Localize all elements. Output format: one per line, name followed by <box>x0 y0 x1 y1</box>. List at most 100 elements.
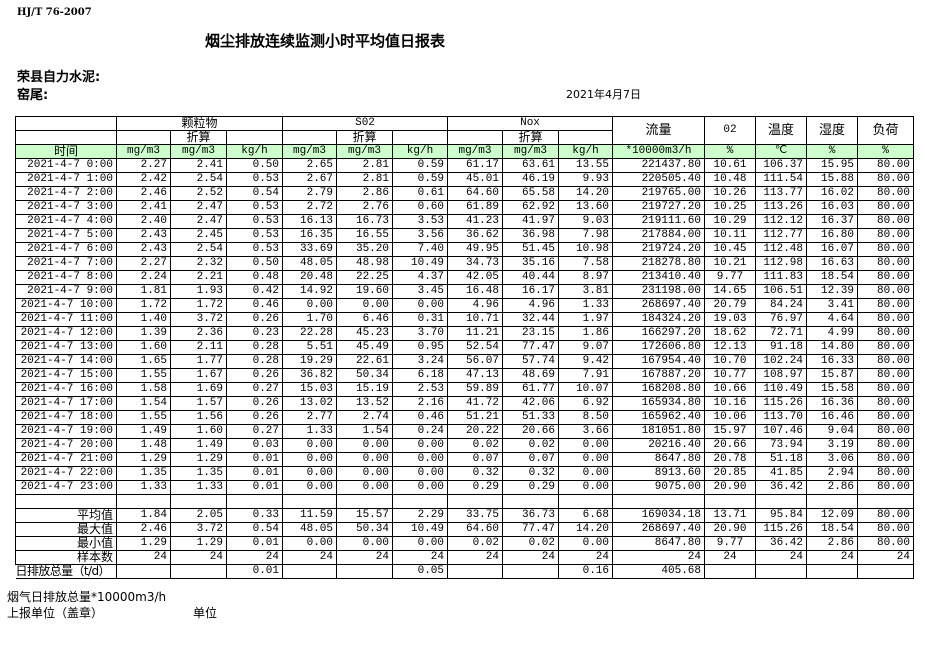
table-cell: 16.07 <box>806 242 858 257</box>
table-cell: 95.84 <box>755 508 807 523</box>
header-empty <box>116 130 171 145</box>
table-cell: 20.79 <box>704 298 756 313</box>
table-cell: 80.00 <box>857 438 914 453</box>
table-cell: 57.74 <box>502 354 559 369</box>
table-cell: 0.48 <box>226 270 283 285</box>
table-cell: 10.45 <box>704 242 756 257</box>
table-cell: 20.78 <box>704 452 756 467</box>
table-cell: 1.39 <box>116 326 171 341</box>
table-cell: 221437.80 <box>612 158 705 173</box>
table-cell: 1.33 <box>170 480 227 495</box>
table-cell: 1.58 <box>116 382 171 397</box>
table-cell: 268697.40 <box>612 522 705 537</box>
table-body: 2021-4-7 0:00 2.27 2.41 0.50 2.65 2.81 0.59 61.… <box>15 158 914 579</box>
table-cell: 10.16 <box>704 396 756 411</box>
particulate-converted: 折算 <box>170 130 227 145</box>
table-cell: 0.53 <box>226 172 283 187</box>
table-cell: 115.26 <box>755 522 807 537</box>
reporting-line: 上报单位（盖章） 单位 <box>7 605 925 621</box>
table-cell: 24 <box>336 550 393 565</box>
table-cell: 0.29 <box>502 480 559 495</box>
table-cell: 165934.80 <box>612 396 705 411</box>
table-cell: 0.27 <box>226 382 283 397</box>
table-cell: 80.00 <box>857 410 914 425</box>
table-cell: 2.16 <box>392 396 448 411</box>
table-cell: 4.96 <box>447 298 503 313</box>
table-cell <box>704 494 756 509</box>
table-cell: 184324.20 <box>612 312 705 327</box>
table-cell: 110.49 <box>755 382 807 397</box>
table-cell: 0.00 <box>282 480 337 495</box>
unit-cell: mg/m3 <box>336 144 393 159</box>
table-cell: 10.06 <box>704 410 756 425</box>
table-row: 2021-4-7 13:00 1.60 2.11 0.28 5.51 45.49 0.95 5… <box>15 340 914 355</box>
row-label: 2021-4-7 6:00 <box>15 242 117 257</box>
table-cell: 4.37 <box>392 270 448 285</box>
table-cell: 0.05 <box>392 564 448 579</box>
table-cell: 107.46 <box>755 424 807 439</box>
table-cell: 0.01 <box>226 466 283 481</box>
table-cell: 1.70 <box>282 312 337 327</box>
table-cell: 2.46 <box>116 522 171 537</box>
table-cell: 59.89 <box>447 382 503 397</box>
table-cell: 41.72 <box>447 396 503 411</box>
table-cell: 168208.80 <box>612 382 705 397</box>
table-cell: 2.65 <box>282 158 337 173</box>
header-humidity: 湿度 <box>806 116 858 145</box>
table-cell: 0.00 <box>282 298 337 313</box>
table-cell: 13.71 <box>704 508 756 523</box>
table-cell: 32.44 <box>502 312 559 327</box>
table-cell: 405.68 <box>612 564 705 579</box>
table-cell <box>502 494 559 509</box>
table-cell: 2.46 <box>116 186 171 201</box>
row-label: 2021-4-7 9:00 <box>15 284 117 299</box>
table-cell: 80.00 <box>857 382 914 397</box>
table-cell: 2.11 <box>170 340 227 355</box>
table-cell: 0.00 <box>392 536 448 551</box>
table-cell: 63.61 <box>502 158 559 173</box>
row-label: 日排放总量（t/d） <box>15 564 117 579</box>
table-cell: 52.54 <box>447 340 503 355</box>
table-cell: 51.21 <box>447 410 503 425</box>
table-cell: 1.81 <box>116 284 171 299</box>
report-footer: 烟气日排放总量*10000m3/h 上报单位（盖章） 单位 <box>0 579 925 621</box>
table-cell: 80.00 <box>857 424 914 439</box>
table-cell <box>857 564 914 579</box>
row-label: 2021-4-7 20:00 <box>15 438 117 453</box>
table-cell: 20.85 <box>704 466 756 481</box>
table-cell: 2.40 <box>116 214 171 229</box>
table-cell: 48.69 <box>502 368 559 383</box>
table-cell: 80.00 <box>857 452 914 467</box>
row-label: 2021-4-7 12:00 <box>15 326 117 341</box>
table-cell: 24 <box>755 550 807 565</box>
table-cell: 0.00 <box>558 536 613 551</box>
units-row: 时间 mg/m3 mg/m3 kg/h mg/m3 mg/m3 kg/h mg/m3 mg/m… <box>15 144 914 159</box>
table-cell: 77.47 <box>502 522 559 537</box>
row-label: 2021-4-7 8:00 <box>15 270 117 285</box>
table-cell: 45.01 <box>447 172 503 187</box>
table-cell: 14.65 <box>704 284 756 299</box>
table-cell <box>336 494 393 509</box>
table-cell: 2.21 <box>170 270 227 285</box>
table-cell: 0.00 <box>392 466 448 481</box>
table-cell: 1.60 <box>170 424 227 439</box>
table-cell: 33.75 <box>447 508 503 523</box>
table-row: 2021-4-7 17:00 1.54 1.57 0.26 13.02 13.52 2.16… <box>15 396 914 411</box>
table-cell: 0.26 <box>226 312 283 327</box>
table-cell: 16.35 <box>282 228 337 243</box>
table-cell: 12.39 <box>806 284 858 299</box>
table-cell: 231198.00 <box>612 284 705 299</box>
table-cell: 10.77 <box>704 368 756 383</box>
table-cell: 80.00 <box>857 158 914 173</box>
table-cell: 0.24 <box>392 424 448 439</box>
table-cell: 20.48 <box>282 270 337 285</box>
unit-cell: % <box>806 144 858 159</box>
table-cell <box>857 494 914 509</box>
table-cell: 10.48 <box>704 172 756 187</box>
table-cell: 0.02 <box>502 536 559 551</box>
table-cell: 73.94 <box>755 438 807 453</box>
table-cell: 24 <box>392 550 448 565</box>
summary-row: 平均值 1.84 2.05 0.33 11.59 15.57 2.29 33.75 36.73 6… <box>15 508 914 523</box>
table-cell: 11.59 <box>282 508 337 523</box>
table-cell: 7.58 <box>558 256 613 271</box>
